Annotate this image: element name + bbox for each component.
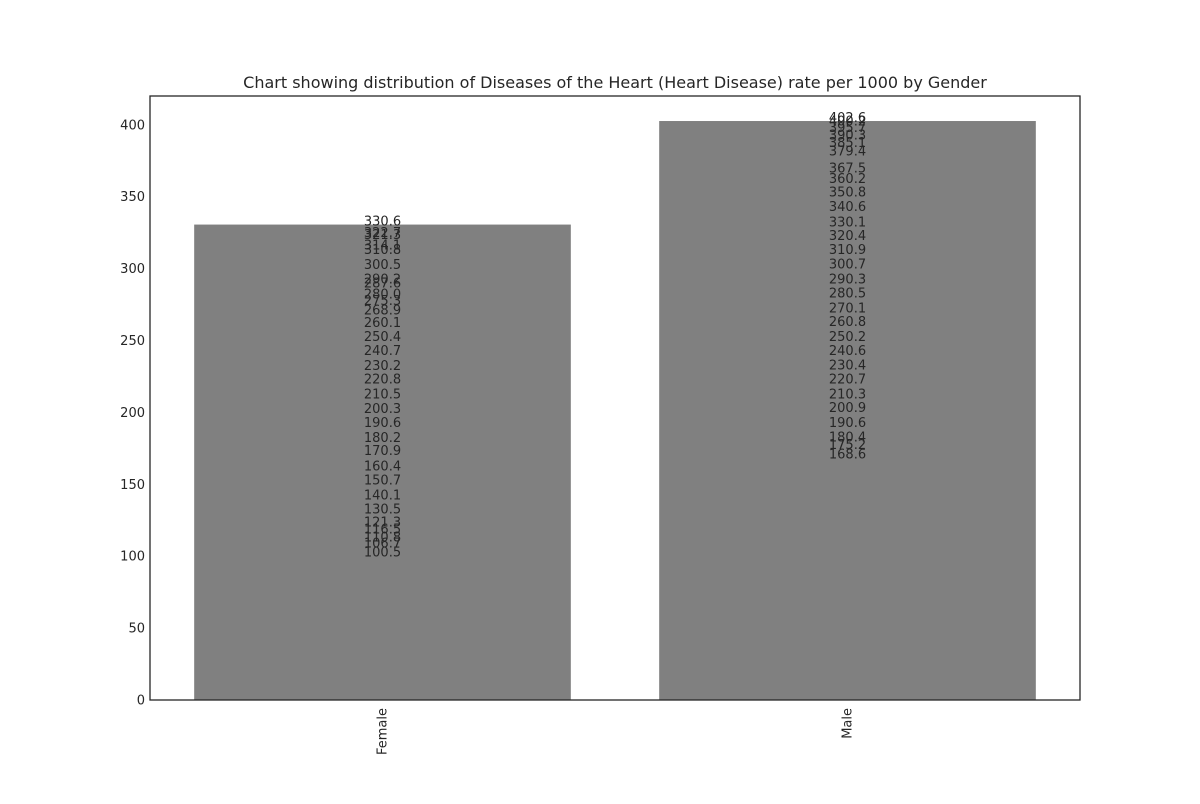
- x-axis: Female Male: [376, 708, 856, 755]
- data-label: 240.6: [829, 344, 866, 359]
- data-label: 330.1: [829, 215, 866, 230]
- x-tick-label: Male: [841, 708, 856, 739]
- data-label: 168.6: [829, 448, 866, 463]
- data-label: 230.2: [364, 359, 401, 374]
- data-label: 268.9: [364, 303, 401, 318]
- data-label: 275.3: [364, 294, 401, 309]
- data-label: 330.6: [364, 215, 401, 230]
- data-label: 200.9: [829, 401, 866, 416]
- plot-frame: [149, 95, 1081, 701]
- data-label: 150.7: [364, 473, 401, 488]
- y-tick-label: 0: [137, 694, 145, 709]
- data-labels-layer: 330.6322.7321.3314.1310.8300.5290.2287.6…: [364, 111, 866, 560]
- bars-layer: [194, 121, 1036, 701]
- data-label: 260.1: [364, 316, 401, 331]
- data-label: 110.8: [364, 531, 401, 546]
- data-label: 175.2: [829, 438, 866, 453]
- data-label: 314.1: [364, 238, 401, 253]
- data-label: 340.6: [829, 200, 866, 215]
- data-label: 250.2: [829, 330, 866, 345]
- data-label: 402.6: [829, 111, 866, 126]
- data-label: 210.5: [364, 387, 401, 402]
- y-tick-label: 150: [120, 478, 145, 493]
- y-tick-label: 100: [120, 550, 145, 565]
- data-label: 140.1: [364, 489, 401, 504]
- data-label: 220.8: [364, 372, 401, 387]
- data-label: 300.5: [364, 258, 401, 273]
- data-label: 350.8: [829, 186, 866, 201]
- data-label: 106.7: [364, 537, 401, 552]
- data-label: 280.5: [829, 287, 866, 302]
- data-label: 400.2: [829, 114, 866, 129]
- data-label: 287.6: [364, 276, 401, 291]
- data-label: 130.5: [364, 502, 401, 517]
- data-label: 116.5: [364, 522, 401, 537]
- y-tick-label: 50: [128, 622, 145, 637]
- data-label: 220.7: [829, 373, 866, 388]
- data-label: 190.6: [364, 416, 401, 431]
- bar-female: [194, 224, 571, 700]
- data-label: 321.3: [364, 228, 401, 243]
- data-label: 322.7: [364, 226, 401, 241]
- data-label: 379.4: [829, 144, 866, 159]
- data-label: 367.5: [829, 162, 866, 177]
- y-tick-label: 300: [120, 262, 145, 277]
- y-tick-label: 250: [120, 334, 145, 349]
- data-label: 290.3: [829, 273, 866, 288]
- data-label: 170.9: [364, 444, 401, 459]
- data-label: 240.7: [364, 344, 401, 359]
- data-label: 180.2: [364, 431, 401, 446]
- data-label: 250.4: [364, 330, 401, 345]
- data-label: 300.7: [829, 258, 866, 273]
- chart-title: Chart showing distribution of Diseases o…: [243, 73, 987, 92]
- data-label: 160.4: [364, 459, 401, 474]
- data-label: 180.4: [829, 431, 866, 446]
- data-label: 121.3: [364, 516, 401, 531]
- data-label: 200.3: [364, 402, 401, 417]
- data-label: 290.2: [364, 273, 401, 288]
- bar-male: [659, 121, 1036, 701]
- data-label: 210.3: [829, 388, 866, 403]
- y-tick-label: 350: [120, 190, 145, 205]
- data-label: 385.1: [829, 136, 866, 151]
- y-tick-label: 400: [120, 118, 145, 133]
- y-axis: 0 50 100 150 200 250 300 350 400: [120, 118, 145, 708]
- data-label: 390.3: [829, 129, 866, 144]
- data-label: 310.8: [364, 243, 401, 258]
- data-label: 310.9: [829, 243, 866, 258]
- data-label: 190.6: [829, 416, 866, 431]
- data-label: 360.2: [829, 172, 866, 187]
- data-label: 395.7: [829, 121, 866, 136]
- y-tick-label: 200: [120, 406, 145, 421]
- data-label: 320.4: [829, 229, 866, 244]
- data-label: 230.4: [829, 359, 866, 374]
- x-tick-label: Female: [376, 708, 391, 755]
- data-label: 100.5: [364, 545, 401, 560]
- data-label: 270.1: [829, 302, 866, 317]
- data-label: 280.0: [364, 287, 401, 302]
- data-label: 260.8: [829, 315, 866, 330]
